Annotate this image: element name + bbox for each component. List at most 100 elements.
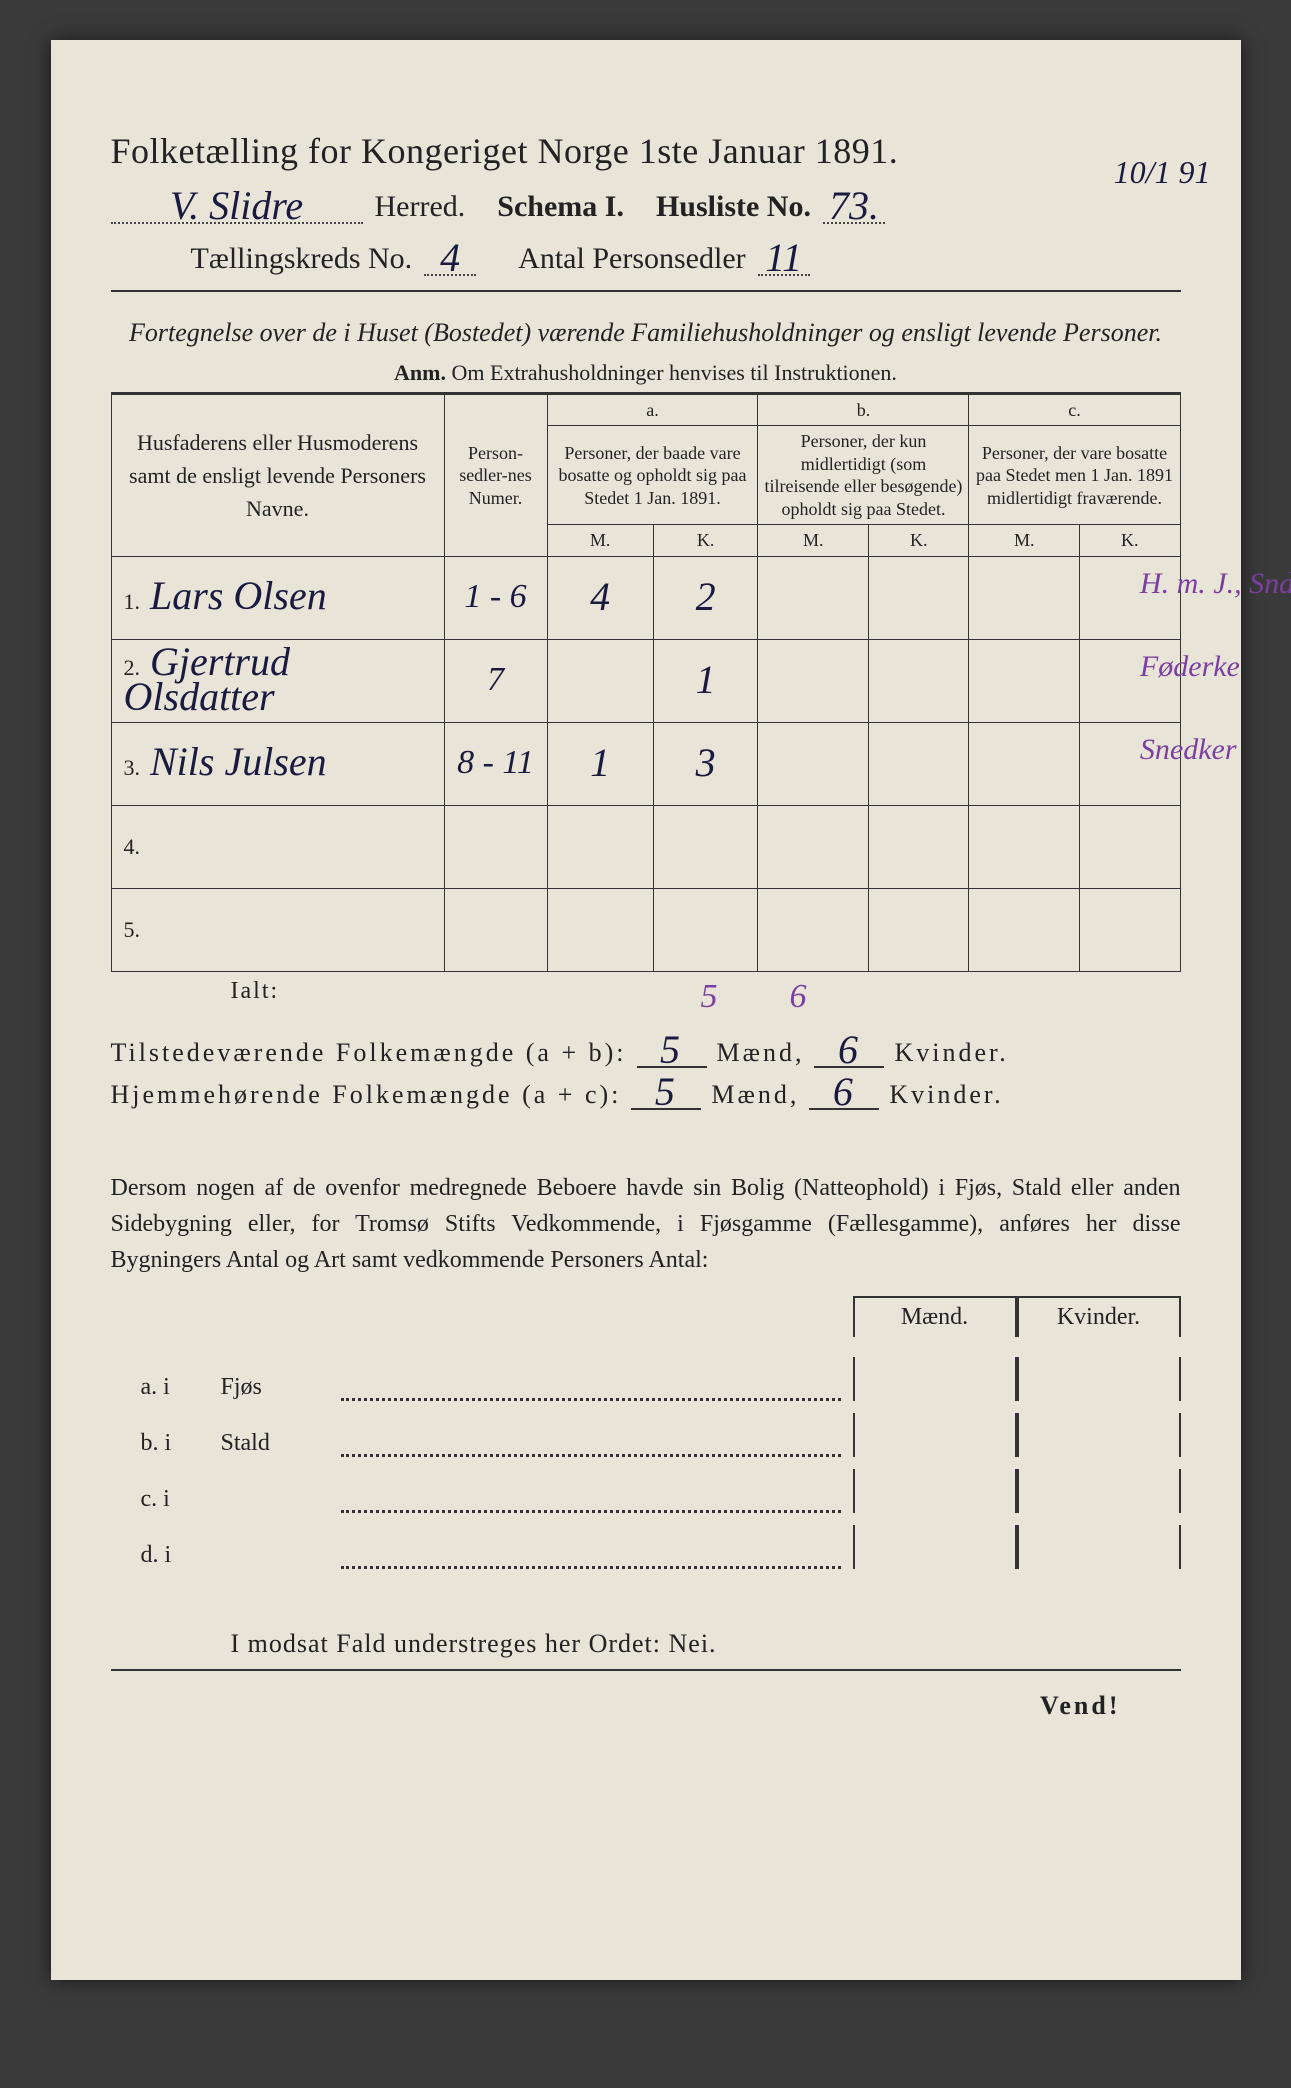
mk-m: Mænd. (853, 1296, 1017, 1337)
col-b-label: b. (758, 394, 969, 426)
building-label: d. i (111, 1542, 221, 1569)
sum1-k: 6 (814, 1034, 884, 1068)
col-c-k: K. (1079, 525, 1180, 557)
dotted-line (341, 1486, 841, 1513)
husliste-value: 73. (823, 190, 885, 224)
row-index: 4. (124, 834, 141, 859)
col-c-text: Personer, der vare bosatte paa Stedet me… (969, 426, 1180, 525)
ialt-m: 5 (701, 978, 720, 1016)
b-k (868, 888, 969, 971)
margin-note: Snedker (1140, 733, 1237, 767)
ialt-row: Ialt: 5 6 (111, 978, 1181, 1016)
col-a-k: K. (653, 525, 758, 557)
building-m (853, 1357, 1017, 1401)
c-k: Føderke (1079, 639, 1180, 722)
modsat-line: I modsat Fald understreges her Ordet: Ne… (111, 1629, 1181, 1671)
c-m (969, 722, 1079, 805)
col-numer: Person-sedler-nes Numer. (444, 394, 547, 556)
sum1-m: 5 (637, 1034, 707, 1068)
building-k (1017, 1413, 1181, 1457)
c-m (969, 556, 1079, 639)
building-m (853, 1469, 1017, 1513)
k-label2: Kvinder. (889, 1080, 1003, 1110)
building-row: a. iFjøs (111, 1357, 1181, 1401)
c-k: H. m. J., Snd. (1079, 556, 1180, 639)
table-row: 5. (111, 888, 1180, 971)
col-b-m: M. (758, 525, 868, 557)
building-m (853, 1413, 1017, 1457)
row-index: 1. (124, 589, 141, 614)
person-name: Gjertrud Olsdatter (124, 639, 291, 719)
date-fraction: 10/1 91 (1114, 160, 1211, 186)
table-row: 1. Lars Olsen 1 - 6 4 2 H. m. J., Snd. (111, 556, 1180, 639)
subheading: Fortegnelse over de i Huset (Bostedet) v… (111, 316, 1181, 350)
b-k (868, 639, 969, 722)
anm-bold: Anm. (394, 360, 446, 385)
a-k: 2 (696, 574, 716, 619)
a-k: 1 (696, 657, 716, 702)
b-m (758, 888, 868, 971)
mk-k: Kvinder. (1017, 1296, 1181, 1337)
table-row: 3.Nils Julsen8 - 1113Snedker (111, 722, 1180, 805)
row-index: 3. (124, 755, 141, 780)
building-row: c. i (111, 1469, 1181, 1513)
c-m (969, 639, 1079, 722)
summary-block: Tilstedeværende Folkemængde (a + b): 5 M… (111, 1034, 1181, 1110)
col-name: Husfaderens eller Husmoderens samt de en… (111, 394, 444, 556)
anm-line: Anm. Om Extrahusholdninger henvises til … (111, 360, 1181, 394)
b-m (758, 805, 868, 888)
k-label: Kvinder. (894, 1038, 1008, 1068)
numer: 8 - 11 (457, 744, 534, 781)
c-m (969, 888, 1079, 971)
col-b-text: Personer, der kun midlertidigt (som tilr… (758, 426, 969, 525)
a-m: 4 (590, 574, 610, 619)
b-k (868, 805, 969, 888)
c-k (1079, 888, 1180, 971)
b-m (758, 556, 868, 639)
kreds-value: 4 (424, 242, 476, 276)
b-k (868, 722, 969, 805)
margin-note: Føderke (1140, 650, 1240, 684)
mk-header: Mænd. Kvinder. (111, 1296, 1181, 1337)
m-label: Mænd, (717, 1038, 805, 1068)
col-a-text: Personer, der baade vare bosatte og opho… (547, 426, 758, 525)
herred-label: Herred. (375, 190, 466, 224)
header-row-1: V. Slidre Herred. Schema I. Husliste No.… (111, 190, 1181, 224)
sum2-label: Hjemmehørende Folkemængde (a + c): (111, 1080, 622, 1110)
vend: Vend! (111, 1691, 1181, 1721)
c-k (1079, 805, 1180, 888)
sum1-label: Tilstedeværende Folkemængde (a + b): (111, 1038, 627, 1068)
building-row: d. i (111, 1525, 1181, 1569)
person-name: Lars Olsen (150, 573, 327, 618)
m-label2: Mænd, (711, 1080, 799, 1110)
building-list: a. iFjøs b. iStald c. i d. i (111, 1357, 1181, 1569)
row-index: 5. (124, 917, 141, 942)
col-a-label: a. (547, 394, 758, 426)
col-a-m: M. (547, 525, 653, 557)
husliste-label: Husliste No. (656, 190, 811, 224)
col-c-m: M. (969, 525, 1079, 557)
person-name: Nils Julsen (150, 739, 327, 784)
main-table: Husfaderens eller Husmoderens samt de en… (111, 394, 1181, 972)
schema-label: Schema I. (497, 190, 624, 224)
building-row: b. iStald (111, 1413, 1181, 1457)
antal-label: Antal Personsedler (518, 242, 745, 276)
census-form-page: Folketælling for Kongeriget Norge 1ste J… (51, 40, 1241, 1980)
building-type: Stald (221, 1430, 341, 1457)
b-m (758, 722, 868, 805)
dotted-line (341, 1430, 841, 1457)
building-paragraph: Dersom nogen af de ovenfor medregnede Be… (111, 1170, 1181, 1278)
a-m: 1 (590, 740, 610, 785)
building-type: Fjøs (221, 1374, 341, 1401)
building-m (853, 1525, 1017, 1569)
a-k: 3 (696, 740, 716, 785)
numer: 1 - 6 (464, 578, 526, 615)
page-title: Folketælling for Kongeriget Norge 1ste J… (111, 130, 1181, 172)
building-k (1017, 1469, 1181, 1513)
herred-value: V. Slidre (111, 190, 363, 224)
col-c-label: c. (969, 394, 1180, 426)
dotted-line (341, 1542, 841, 1569)
kreds-label: Tællingskreds No. (191, 242, 413, 276)
col-b-k: K. (868, 525, 969, 557)
sum2-m: 5 (631, 1076, 701, 1110)
